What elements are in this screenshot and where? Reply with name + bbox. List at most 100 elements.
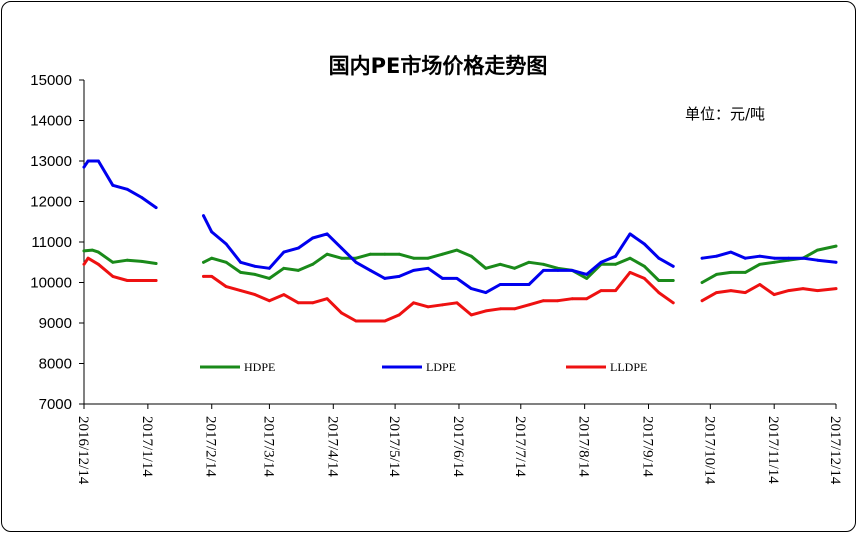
x-tick-label: 2016/12/14 [75, 416, 91, 485]
data-point-hdpe [224, 260, 228, 264]
data-point-hdpe [325, 252, 329, 256]
data-point-lldpe [354, 319, 358, 323]
y-tick-label: 10000 [30, 275, 72, 292]
data-point-lldpe [125, 279, 129, 282]
series-lldpe [82, 256, 838, 323]
data-point-lldpe [542, 299, 545, 303]
data-point-lldpe [715, 291, 718, 294]
data-point-lldpe [816, 289, 819, 292]
data-point-lldpe [426, 305, 430, 309]
data-point-lldpe [657, 291, 661, 294]
data-point-ldpe [628, 232, 632, 236]
legend-label-hdpe: HDPE [244, 360, 275, 374]
data-point-lldpe [834, 287, 838, 290]
data-point-ldpe [296, 246, 300, 250]
x-tick-label: 2017/8/14 [576, 416, 592, 477]
series-line-ldpe [202, 214, 675, 295]
data-point-hdpe [383, 252, 387, 256]
data-point-ldpe [816, 258, 819, 262]
data-point-ldpe [758, 254, 762, 258]
data-point-ldpe [469, 287, 473, 290]
data-point-lldpe [202, 275, 205, 278]
data-point-ldpe [325, 232, 329, 236]
data-point-hdpe [253, 273, 257, 276]
data-point-ldpe [585, 273, 589, 276]
data-point-ldpe [787, 256, 790, 260]
data-point-ldpe [397, 275, 401, 278]
data-point-lldpe [412, 301, 415, 305]
data-point-lldpe [556, 299, 560, 303]
data-point-ldpe [772, 256, 776, 260]
data-point-ldpe [426, 266, 430, 270]
data-point-lldpe [268, 299, 271, 303]
data-point-hdpe [455, 248, 459, 252]
data-point-lldpe [282, 293, 286, 296]
data-point-hdpe [513, 266, 516, 270]
data-point-ldpe [455, 277, 459, 280]
data-point-lldpe [441, 303, 444, 307]
data-point-lldpe [311, 301, 315, 305]
series-line-lldpe [700, 283, 838, 303]
data-point-ldpe [224, 242, 228, 246]
series-line-ldpe [82, 159, 158, 210]
x-tick-label: 2017/11/14 [765, 416, 781, 484]
data-point-hdpe [82, 249, 86, 253]
data-point-lldpe [599, 289, 603, 292]
data-point-lldpe [253, 293, 257, 296]
data-point-ldpe [657, 256, 661, 260]
data-point-lldpe [224, 285, 228, 288]
data-point-ldpe [369, 269, 372, 272]
data-point-hdpe [816, 248, 819, 252]
data-point-hdpe [441, 252, 444, 256]
data-point-lldpe [729, 289, 733, 292]
data-point-hdpe [202, 260, 205, 264]
data-point-ldpe [97, 159, 100, 163]
data-point-hdpe [772, 260, 776, 264]
data-point-ldpe [599, 260, 603, 264]
data-point-lldpe [397, 313, 401, 317]
data-point-ldpe [340, 246, 343, 250]
data-point-hdpe [671, 279, 675, 282]
series-lines [82, 159, 838, 323]
data-point-hdpe [498, 262, 502, 266]
data-point-ldpe [671, 264, 675, 268]
data-point-ldpe [556, 269, 560, 272]
data-point-ldpe [441, 277, 444, 280]
data-point-ldpe [729, 250, 733, 254]
data-point-ldpe [498, 283, 502, 286]
chart-title: 国内PE市场价格走势图 [329, 54, 548, 78]
data-point-hdpe [614, 262, 617, 266]
data-point-hdpe [729, 271, 733, 274]
x-tick-label: 2017/2/14 [203, 416, 219, 477]
series-line-hdpe [700, 244, 838, 284]
data-point-hdpe [296, 269, 300, 272]
data-point-hdpe [140, 260, 144, 263]
data-point-lldpe [239, 289, 243, 292]
data-point-ldpe [86, 159, 90, 163]
data-point-lldpe [210, 275, 214, 278]
data-point-hdpe [239, 271, 243, 274]
data-point-hdpe [311, 262, 315, 266]
data-point-lldpe [772, 293, 776, 296]
data-point-ldpe [834, 260, 838, 264]
y-tick-label: 11000 [31, 234, 72, 251]
data-point-hdpe [340, 256, 343, 260]
data-point-hdpe [700, 281, 704, 284]
data-point-ldpe [210, 230, 214, 234]
data-point-hdpe [426, 256, 430, 260]
series-hdpe [82, 244, 838, 284]
data-point-ldpe [700, 256, 704, 260]
x-tick-label: 2017/12/14 [827, 416, 843, 485]
x-tick-label: 2017/9/14 [640, 416, 656, 477]
data-point-ldpe [527, 283, 531, 286]
data-point-ldpe [282, 250, 286, 254]
data-point-ldpe [383, 277, 387, 280]
data-point-hdpe [97, 250, 100, 254]
data-point-hdpe [743, 271, 747, 274]
data-point-ldpe [82, 165, 86, 169]
data-point-ldpe [125, 187, 129, 191]
series-line-hdpe [202, 248, 675, 282]
data-point-ldpe [643, 242, 646, 246]
x-tick-label: 2017/4/14 [324, 416, 340, 477]
